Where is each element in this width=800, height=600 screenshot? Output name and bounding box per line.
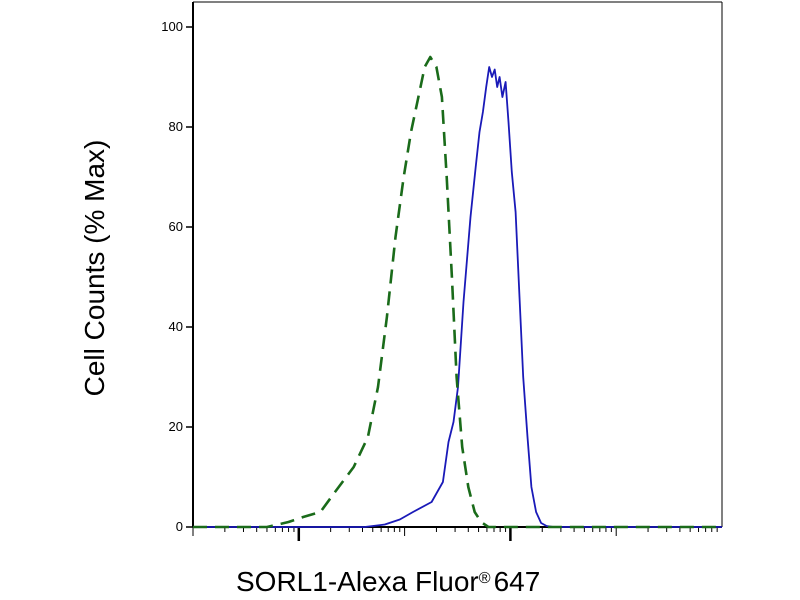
y-tick-label: 100 bbox=[161, 19, 183, 34]
x-axis bbox=[192, 527, 718, 541]
series-layer bbox=[193, 55, 722, 529]
x-axis-title: SORL1-Alexa Fluor® 647 bbox=[236, 566, 540, 597]
y-axis-title: Cell Counts (% Max) bbox=[79, 140, 110, 397]
x-axis-title-suffix: 647 bbox=[494, 566, 541, 597]
plot-frame bbox=[192, 1, 723, 528]
y-axis: 0 20 40 60 80 100 bbox=[161, 19, 193, 534]
dashed-series-line bbox=[193, 55, 722, 529]
y-tick-label: 20 bbox=[169, 419, 183, 434]
y-tick-label: 60 bbox=[169, 219, 183, 234]
solid-series-line bbox=[193, 66, 722, 528]
y-tick-label: 40 bbox=[169, 319, 183, 334]
registered-symbol: ® bbox=[479, 570, 491, 587]
y-tick-label: 0 bbox=[176, 519, 183, 534]
y-tick-label: 80 bbox=[169, 119, 183, 134]
x-axis-title-text: SORL1-Alexa Fluor bbox=[236, 566, 479, 597]
